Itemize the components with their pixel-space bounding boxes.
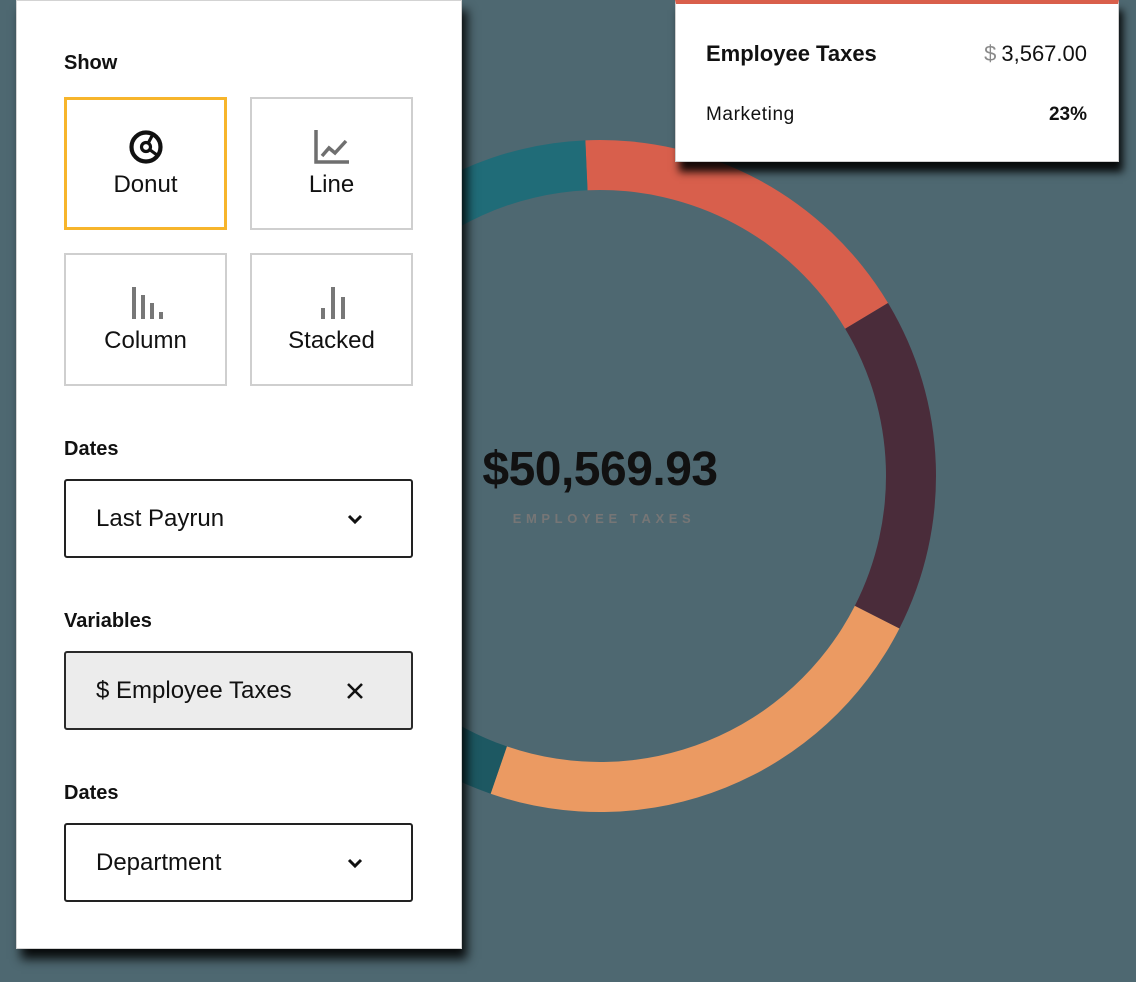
- tooltip-amount-value: 3,567.00: [1001, 41, 1087, 66]
- chart-type-label: Stacked: [288, 327, 375, 354]
- donut-caption: EMPLOYEE TAXES: [512, 511, 696, 526]
- dates-label: Dates: [64, 438, 119, 460]
- chart-settings-panel: Show Donut Line Column Stack: [16, 0, 462, 949]
- tooltip-department: Marketing: [706, 104, 795, 125]
- line-chart-icon: [313, 130, 349, 164]
- tooltip-amount: $3,567.00: [984, 41, 1087, 67]
- segment-orange[interactable]: [490, 605, 900, 812]
- segment-plum[interactable]: [845, 302, 936, 629]
- chevron-down-icon: [347, 514, 363, 525]
- close-icon[interactable]: [344, 680, 366, 702]
- stacked-chart-icon: [320, 287, 345, 319]
- column-chart-icon: [131, 287, 163, 319]
- segment-red[interactable]: [585, 139, 889, 329]
- chart-type-stacked[interactable]: Stacked: [250, 253, 413, 386]
- segment-tooltip: Employee Taxes $3,567.00 Marketing 23%: [675, 0, 1119, 162]
- variable-chip-employee-taxes[interactable]: $ Employee Taxes: [64, 651, 413, 730]
- dates-dropdown[interactable]: Last Payrun: [64, 479, 413, 558]
- group-by-dropdown[interactable]: Department: [64, 823, 413, 902]
- tooltip-currency: $: [984, 41, 997, 66]
- dates-dropdown-value: Last Payrun: [96, 505, 225, 532]
- group-by-dropdown-value: Department: [96, 849, 222, 876]
- donut-chart-icon: [128, 130, 163, 164]
- chart-type-label: Line: [308, 171, 355, 198]
- show-label: Show: [64, 52, 118, 74]
- chart-type-label: Column: [104, 327, 187, 354]
- chart-type-label: Donut: [113, 171, 178, 198]
- tooltip-title: Employee Taxes: [706, 41, 877, 66]
- chart-type-column[interactable]: Column: [64, 253, 227, 386]
- variables-label: Variables: [64, 610, 152, 632]
- donut-total-amount: $50,569.93: [482, 443, 718, 496]
- chevron-down-icon: [347, 858, 363, 869]
- chart-type-line[interactable]: Line: [250, 97, 413, 230]
- tooltip-percent: 23%: [1048, 104, 1087, 125]
- chart-type-donut[interactable]: Donut: [64, 97, 227, 230]
- group-by-label: Dates: [64, 782, 119, 804]
- variable-chip-label: $ Employee Taxes: [96, 677, 292, 704]
